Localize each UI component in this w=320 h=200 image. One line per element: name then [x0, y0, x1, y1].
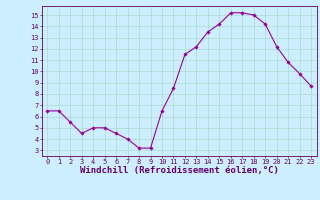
X-axis label: Windchill (Refroidissement éolien,°C): Windchill (Refroidissement éolien,°C) — [80, 166, 279, 175]
